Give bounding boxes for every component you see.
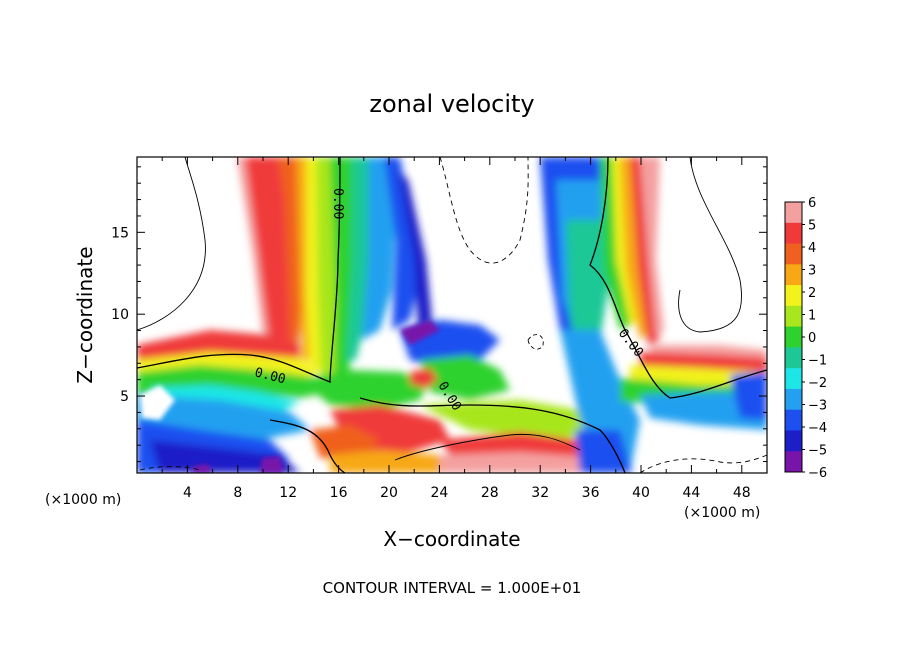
field-cyan-column xyxy=(362,157,396,340)
contour-negative-small xyxy=(527,334,544,350)
field-mix-yellow xyxy=(330,450,460,473)
field-white-gap-left xyxy=(140,385,175,420)
colorbar-swatch xyxy=(785,368,802,390)
y-tick-label: 5 xyxy=(120,389,129,405)
x-tick-label: 40 xyxy=(632,485,650,501)
colorbar-label: 4 xyxy=(808,241,816,256)
field-mix-green xyxy=(300,370,430,410)
contour-zero-left xyxy=(137,157,341,383)
field-mid-arm-red xyxy=(410,368,438,388)
x-tick-label: 44 xyxy=(682,485,700,501)
x-tick-label: 4 xyxy=(183,485,192,501)
colorbar-swatch xyxy=(785,305,802,328)
field-right-blue-base xyxy=(575,430,632,473)
field-lower-band-red xyxy=(440,432,600,458)
contour-lines xyxy=(137,157,767,473)
x-unit-left: (×1000 m) xyxy=(45,492,121,508)
colorbar-label: −3 xyxy=(808,399,827,414)
plot-frame xyxy=(136,156,768,474)
contour-label-left: 0.00 xyxy=(253,365,287,387)
colorbar-swatch xyxy=(785,388,802,411)
contour-negative-bottom-left xyxy=(139,466,201,471)
field-blue-column xyxy=(384,157,420,330)
field-navy-column xyxy=(398,170,432,330)
zonal-velocity-field xyxy=(137,157,767,473)
field-purple-spot-center xyxy=(260,456,284,473)
contour-labels: 0.00 0.00 0.00 0.00 xyxy=(253,188,646,414)
x-tick-label: 36 xyxy=(582,485,600,501)
field-right-layer-blue xyxy=(640,392,767,430)
colorbar-swatch xyxy=(785,264,802,286)
colorbar-swatch xyxy=(785,285,802,307)
contour-positive-upper-right xyxy=(678,157,743,333)
colorbar-swatch xyxy=(785,409,802,431)
colorbar-swatch xyxy=(785,222,802,245)
colorbar-label: 2 xyxy=(808,286,816,301)
colorbar-label: −2 xyxy=(808,376,827,391)
x-axis: 4 8 12 16 20 24 28 32 36 40 44 48 xyxy=(161,157,751,501)
x-tick-label: 28 xyxy=(481,485,499,501)
contour-positive-bottom-center xyxy=(394,433,581,461)
contour-negative-bottom-right xyxy=(639,454,767,473)
colorbar-swatch xyxy=(785,326,802,348)
y-axis-label: Z−coordinate xyxy=(73,246,97,383)
x-tick-label: 32 xyxy=(531,485,549,501)
field-lower-band-pink xyxy=(440,452,610,473)
colorbar-label: −4 xyxy=(808,421,827,436)
colorbar-swatch xyxy=(785,347,802,369)
contour-interval-footer: CONTOUR INTERVAL = 1.000E+01 xyxy=(323,579,582,597)
colorbar-label: −5 xyxy=(808,444,827,459)
field-lower-band-green xyxy=(420,400,600,440)
x-tick-label: 20 xyxy=(380,485,398,501)
field-purple-fringe xyxy=(400,320,440,345)
colorbar-label: 0 xyxy=(808,331,816,346)
contour-zero-right xyxy=(589,157,767,399)
contour-label-column: 0.00 xyxy=(330,188,345,219)
chart-title: zonal velocity xyxy=(369,90,534,118)
field-mix-orange xyxy=(310,425,380,460)
x-tick-label: 16 xyxy=(330,485,348,501)
field-mid-arm-green xyxy=(420,355,510,400)
y-tick-label: 15 xyxy=(111,225,129,241)
colorbar-swatch xyxy=(785,430,802,452)
contour-zero-lower xyxy=(269,419,346,473)
colorbar-label: 1 xyxy=(808,309,816,324)
colorbar-label: −1 xyxy=(808,354,827,369)
field-right-jet-pink xyxy=(640,157,664,338)
y-tick-label: 10 xyxy=(111,307,129,323)
x-tick-label: 12 xyxy=(279,485,297,501)
field-right-teal-column xyxy=(566,220,608,360)
colorbar-label: 5 xyxy=(808,219,816,234)
colorbar-label: 3 xyxy=(808,264,816,279)
colorbar-label: −6 xyxy=(808,466,827,481)
field-white-gap-right xyxy=(650,438,767,473)
colorbar: 6 5 4 3 2 1 0 −1 −2 −3 −4 −5 −6 xyxy=(784,196,827,481)
colorbar-swatch xyxy=(785,451,802,473)
colorbar-label: 6 xyxy=(808,196,816,211)
x-tick-label: 24 xyxy=(430,485,448,501)
x-axis-label: X−coordinate xyxy=(383,527,520,551)
contour-positive-upper-left xyxy=(137,157,206,331)
field-purple-spot-left xyxy=(192,464,212,473)
x-unit-right: (×1000 m) xyxy=(684,505,760,521)
contour-negative-top xyxy=(439,157,529,264)
x-tick-label: 48 xyxy=(733,485,751,501)
colorbar-swatch xyxy=(785,202,802,224)
contour-zero-mid xyxy=(359,397,626,473)
field-right-layer-navy xyxy=(730,372,767,420)
colorbar-swatch xyxy=(785,243,802,265)
x-tick-label: 8 xyxy=(233,485,242,501)
y-axis: 5 10 15 xyxy=(111,166,767,463)
